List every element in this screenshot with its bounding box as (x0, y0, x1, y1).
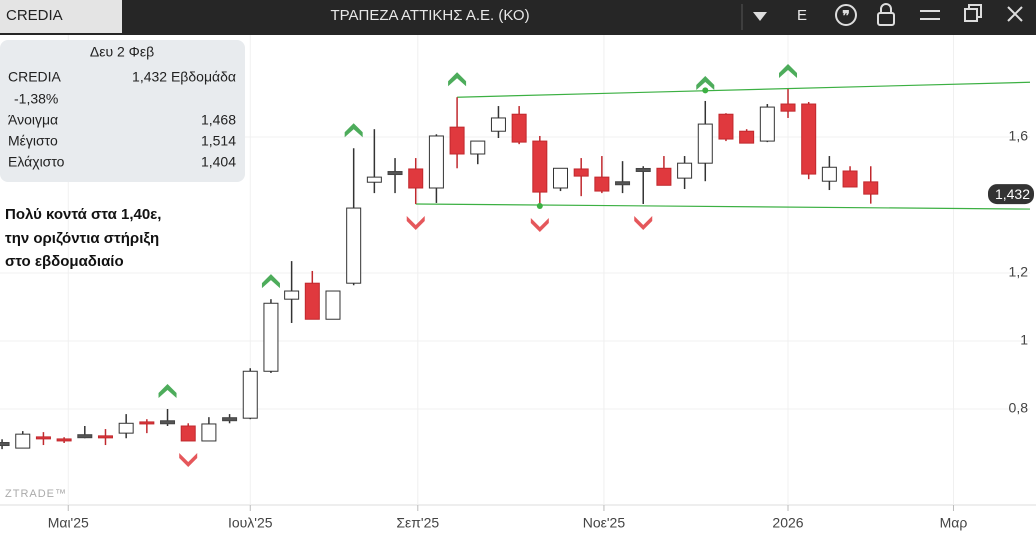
candle-body (284, 290, 300, 300)
candle-body (366, 176, 382, 183)
tab[interactable] (0, 0, 122, 33)
svg-text:❞: ❞ (842, 8, 850, 24)
candle-body (780, 103, 796, 112)
candle-body (325, 290, 341, 320)
dropdown-icon[interactable] (753, 12, 767, 21)
sell-signal (179, 452, 198, 467)
info-row-value: 1,514 (201, 133, 236, 149)
minimize-icon[interactable] (920, 10, 940, 20)
info-date: Δευ 2 Φεβ (90, 44, 154, 60)
candle-body (408, 168, 424, 189)
info-price: 1,432 Εβδομάδα (132, 69, 236, 85)
info-row-label: Άνοιγμα (8, 112, 58, 128)
watermark: ZTRADE™ (5, 488, 67, 500)
lock-icon[interactable] (877, 3, 895, 26)
plot: 0,8 1 1,2 1,6 Μαι'25 Ιουλ'25 Σεπ'25 Νοε'25 2026 Μ… (0, 35, 1034, 531)
mode-button[interactable]: E (797, 7, 807, 24)
candle-body (573, 168, 589, 177)
candle-body (56, 438, 72, 442)
candle-body (863, 181, 879, 195)
candle-body (449, 126, 465, 155)
info-row-label: Μέγιστο (8, 133, 58, 149)
x-tick-label: Μαρ (940, 515, 968, 531)
pivot-dot (536, 203, 543, 210)
tab-label[interactable]: CREDIA (6, 7, 63, 24)
x-tick-label: Νοε'25 (583, 515, 626, 531)
candle-body (697, 123, 713, 164)
y-tick-label: 1,6 (1009, 128, 1029, 144)
y-tick-label: 1,2 (1009, 264, 1029, 280)
candle-body (160, 420, 176, 425)
toolbar (0, 0, 1036, 35)
candle-body (35, 436, 51, 440)
candle-body (428, 135, 444, 189)
last-price-label: 1,432 (995, 186, 1030, 202)
comment-icon[interactable]: ❞ (835, 4, 857, 26)
candle-body (201, 423, 217, 442)
candle-body (656, 167, 672, 186)
candle-body (304, 282, 320, 320)
x-tick-label: Μαι'25 (48, 515, 89, 531)
info-row-label: Ελάχιστο (8, 154, 65, 170)
candle-body (346, 207, 362, 284)
sell-signal (634, 215, 653, 230)
last-price-tag (988, 184, 1034, 205)
candle-body (263, 302, 279, 372)
sell-signal (530, 218, 549, 233)
candle-body (759, 106, 775, 142)
candle-body (139, 421, 155, 425)
candle-body (180, 425, 196, 442)
info-change: -1,38% (14, 91, 58, 107)
candle-body (97, 435, 113, 439)
sell-signal (406, 215, 425, 230)
candle-body (553, 167, 569, 189)
candle-body (387, 171, 403, 176)
candle-body (842, 170, 858, 188)
buy-signal (448, 72, 467, 87)
buy-signal (344, 123, 363, 138)
x-tick-label: Σεπ'25 (396, 515, 439, 531)
info-row-value: 1,404 (201, 154, 236, 170)
info-symbol: CREDIA (8, 69, 62, 85)
x-tick-label: Ιουλ'25 (228, 515, 273, 531)
window-title: ΤΡΑΠΕΖΑ ΑΤΤΙΚΗΣ Α.Ε. (ΚΟ) (330, 7, 529, 24)
candle-body (718, 113, 734, 140)
candle-body (821, 166, 837, 182)
buy-signal (158, 384, 177, 398)
candle-body (222, 417, 238, 422)
y-tick-label: 1 (1020, 332, 1028, 348)
annotation: την οριζόντια στήριξη (5, 230, 159, 247)
trend-line (457, 81, 1031, 98)
annotation: στο εβδομαδιαίο (5, 253, 124, 270)
candle-body (739, 130, 755, 144)
candle-body (77, 434, 93, 439)
candle-body (242, 370, 258, 419)
buy-signal (696, 75, 715, 90)
candle-body (511, 113, 527, 143)
candle-body (615, 181, 631, 186)
candle-body (0, 442, 10, 447)
buy-signal (261, 274, 280, 289)
trend-line (415, 203, 1031, 210)
candle-body (490, 117, 506, 132)
annotation: Πολύ κοντά στα 1,40ε, (5, 206, 161, 223)
candle-body (635, 167, 651, 172)
y-tick-label: 0,8 (1009, 400, 1029, 416)
candle-body (470, 140, 486, 155)
buy-signal (779, 64, 798, 79)
close-icon[interactable] (1007, 6, 1023, 22)
candle-body (15, 433, 31, 449)
candle-body (594, 176, 610, 192)
restore-icon[interactable] (964, 4, 982, 22)
info-panel (0, 40, 245, 182)
pivot-dot (702, 87, 709, 94)
candle-body (801, 103, 817, 175)
candle-body (532, 140, 548, 193)
x-tick-label: 2026 (772, 515, 803, 531)
info-row-value: 1,468 (201, 112, 236, 128)
candle-body (118, 422, 134, 434)
candle-body (677, 162, 693, 179)
